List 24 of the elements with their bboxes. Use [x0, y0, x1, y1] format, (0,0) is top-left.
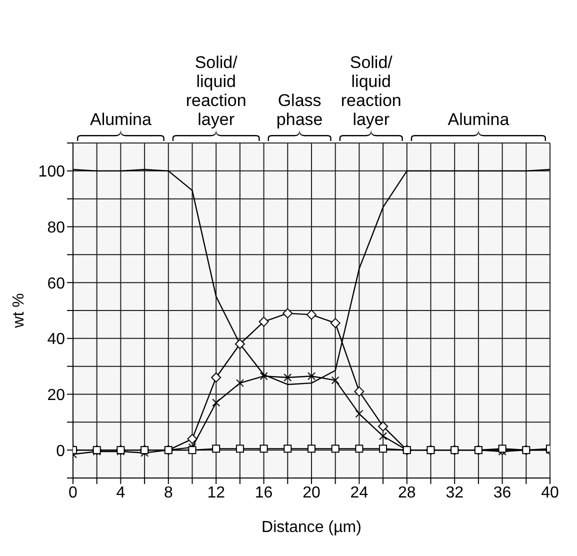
x-tick-label: 40	[541, 484, 559, 502]
y-tick-label: 80	[47, 219, 66, 236]
band-label: Glass phase	[276, 91, 323, 129]
y-tick-label: 60	[47, 275, 66, 292]
band-label: Solid/ liquid reaction layer	[340, 53, 402, 129]
x-tick-label: 12	[207, 484, 226, 502]
x-tick-label: 16	[254, 484, 273, 502]
y-tick-label: 20	[47, 386, 66, 404]
x-tick-label: 28	[398, 484, 416, 502]
y-tick-label: 100	[38, 164, 66, 181]
x-axis-title: Distance (µm)	[262, 519, 362, 536]
x-tick-label: 36	[493, 484, 512, 502]
band-label: Solid/ liquid reaction layer	[186, 53, 246, 129]
x-tick-label: 20	[302, 484, 320, 502]
x-tick-label: 24	[350, 484, 368, 502]
x-tick-label: 32	[446, 484, 464, 502]
band-label: Alumina	[90, 110, 152, 129]
y-axis-title: wt %	[10, 293, 28, 329]
y-tick-label: 0	[56, 442, 66, 460]
y-tick-label: 40	[47, 331, 66, 348]
band-label: Alumina	[448, 110, 510, 129]
x-tick-label: 0	[68, 484, 78, 502]
x-tick-label: 4	[116, 484, 126, 502]
x-tick-label: 8	[164, 484, 173, 502]
